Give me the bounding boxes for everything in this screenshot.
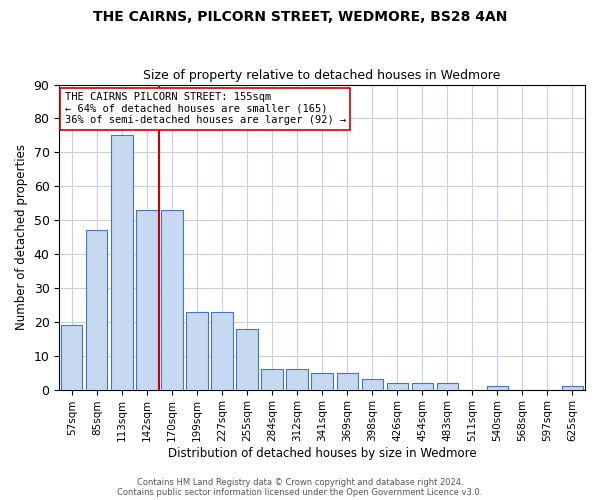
Bar (111, 136, 133, 390)
Bar (161, 210, 182, 390)
Bar (86, 230, 107, 390)
Title: Size of property relative to detached houses in Wedmore: Size of property relative to detached ho… (143, 69, 501, 82)
Bar (236, 328, 257, 390)
Bar (437, 383, 458, 390)
Bar (412, 383, 433, 390)
Bar (187, 312, 208, 390)
Bar (311, 372, 333, 390)
Bar (211, 312, 233, 390)
Text: Contains HM Land Registry data © Crown copyright and database right 2024.
Contai: Contains HM Land Registry data © Crown c… (118, 478, 482, 497)
Bar (337, 372, 358, 390)
Bar (262, 370, 283, 390)
Bar (362, 380, 383, 390)
Bar (286, 370, 308, 390)
Text: THE CAIRNS, PILCORN STREET, WEDMORE, BS28 4AN: THE CAIRNS, PILCORN STREET, WEDMORE, BS2… (93, 10, 507, 24)
Y-axis label: Number of detached properties: Number of detached properties (15, 144, 28, 330)
Bar (386, 383, 408, 390)
Bar (562, 386, 583, 390)
Text: THE CAIRNS PILCORN STREET: 155sqm
← 64% of detached houses are smaller (165)
36%: THE CAIRNS PILCORN STREET: 155sqm ← 64% … (65, 92, 346, 126)
Bar (61, 325, 82, 390)
X-axis label: Distribution of detached houses by size in Wedmore: Distribution of detached houses by size … (168, 447, 476, 460)
Bar (136, 210, 158, 390)
Bar (487, 386, 508, 390)
